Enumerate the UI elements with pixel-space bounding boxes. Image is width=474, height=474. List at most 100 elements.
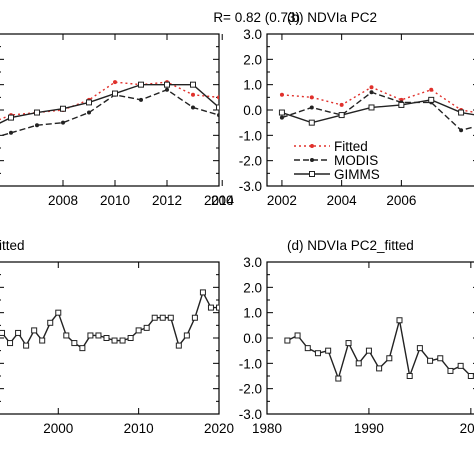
data-point (191, 105, 195, 110)
x-tick-label: 1990 (354, 421, 384, 436)
data-point (9, 130, 13, 135)
x-tick-label: 2010 (124, 421, 154, 436)
data-point (190, 81, 196, 88)
data-point (71, 340, 78, 347)
data-point (386, 355, 393, 362)
x-tick-label: 200 (211, 193, 234, 208)
data-point (191, 314, 198, 321)
data-point (217, 95, 219, 100)
legend-marker (310, 158, 314, 162)
data-point (278, 109, 285, 116)
data-point (308, 119, 315, 126)
data-point (304, 345, 311, 352)
series-group (278, 85, 474, 133)
data-point (345, 340, 352, 347)
data-point (15, 329, 22, 336)
data-point (376, 365, 383, 372)
data-point (457, 362, 464, 369)
y-tick-label: -1.0 (239, 356, 262, 371)
y-tick-label: 1.0 (243, 78, 262, 93)
data-point (127, 335, 134, 341)
data-point (119, 337, 126, 344)
data-point (63, 332, 70, 339)
data-point (365, 347, 372, 354)
data-point (447, 367, 454, 374)
x-tick-label: 2006 (386, 193, 416, 208)
data-point (159, 314, 166, 321)
series-line (1, 290, 219, 350)
data-point (398, 101, 405, 108)
plot-frame (0, 33, 220, 187)
data-point (335, 375, 342, 382)
data-point (60, 105, 66, 112)
x-tick-label: 2002 (267, 193, 297, 208)
data-point (112, 90, 118, 97)
data-point (79, 345, 86, 352)
y-tick-label: 2.0 (243, 52, 262, 67)
x-tick-label: 2014 (204, 193, 235, 208)
panel-title: (b) NDVIa PC2 (287, 10, 377, 25)
data-point (175, 342, 182, 349)
data-point (47, 319, 54, 326)
data-point (191, 92, 195, 97)
y-tick-label: 0.0 (243, 331, 262, 346)
panel-d (266, 261, 474, 415)
data-point (61, 120, 65, 125)
data-point (459, 128, 464, 133)
data-point (368, 104, 375, 111)
data-point (151, 314, 158, 321)
panel-title: R= 0.82 (0.73) (213, 10, 300, 25)
data-point (325, 347, 332, 354)
panel-title: itted (0, 238, 25, 253)
y-tick-label: -2.0 (239, 382, 262, 397)
data-point (294, 332, 301, 339)
data-point (217, 113, 219, 118)
series-line (281, 86, 474, 113)
legend-label: MODIS (334, 153, 378, 168)
legend-marker (310, 144, 314, 148)
x-tick-label: 2000 (43, 421, 73, 436)
data-point (7, 340, 14, 347)
data-point (183, 332, 190, 339)
y-tick-label: -3.0 (239, 407, 262, 422)
data-point (87, 332, 94, 339)
data-point (396, 317, 403, 324)
data-point (113, 80, 117, 85)
series-group (0, 80, 219, 137)
data-point (39, 337, 46, 344)
y-tick-label: 2.0 (243, 280, 262, 295)
data-point (0, 329, 6, 336)
data-point (207, 304, 214, 311)
data-point (279, 92, 284, 97)
data-point (355, 360, 362, 367)
data-point (55, 309, 62, 316)
data-point (135, 327, 142, 334)
data-point (139, 97, 143, 102)
data-point (111, 337, 118, 344)
y-tick-label: -1.0 (239, 128, 262, 143)
data-point (369, 85, 374, 90)
data-point (338, 112, 345, 119)
data-point (87, 110, 91, 115)
data-point (164, 81, 170, 88)
panel-a (0, 33, 220, 187)
data-point (216, 304, 219, 311)
data-point (35, 123, 39, 128)
data-point (458, 109, 465, 116)
data-point (8, 114, 14, 121)
x-tick-label: 2004 (327, 193, 358, 208)
data-point (103, 335, 110, 341)
data-point (216, 104, 219, 111)
data-point (165, 87, 169, 92)
legend-marker (309, 171, 315, 177)
data-point (199, 289, 206, 296)
panel-b (221, 33, 474, 187)
series-line (0, 83, 219, 124)
data-point (86, 99, 92, 106)
y-tick-label: 1.0 (243, 306, 262, 321)
panel-title: (d) NDVIa PC2_fitted (287, 238, 414, 253)
data-point (429, 87, 434, 92)
data-point (467, 373, 474, 379)
series-line (0, 88, 219, 137)
